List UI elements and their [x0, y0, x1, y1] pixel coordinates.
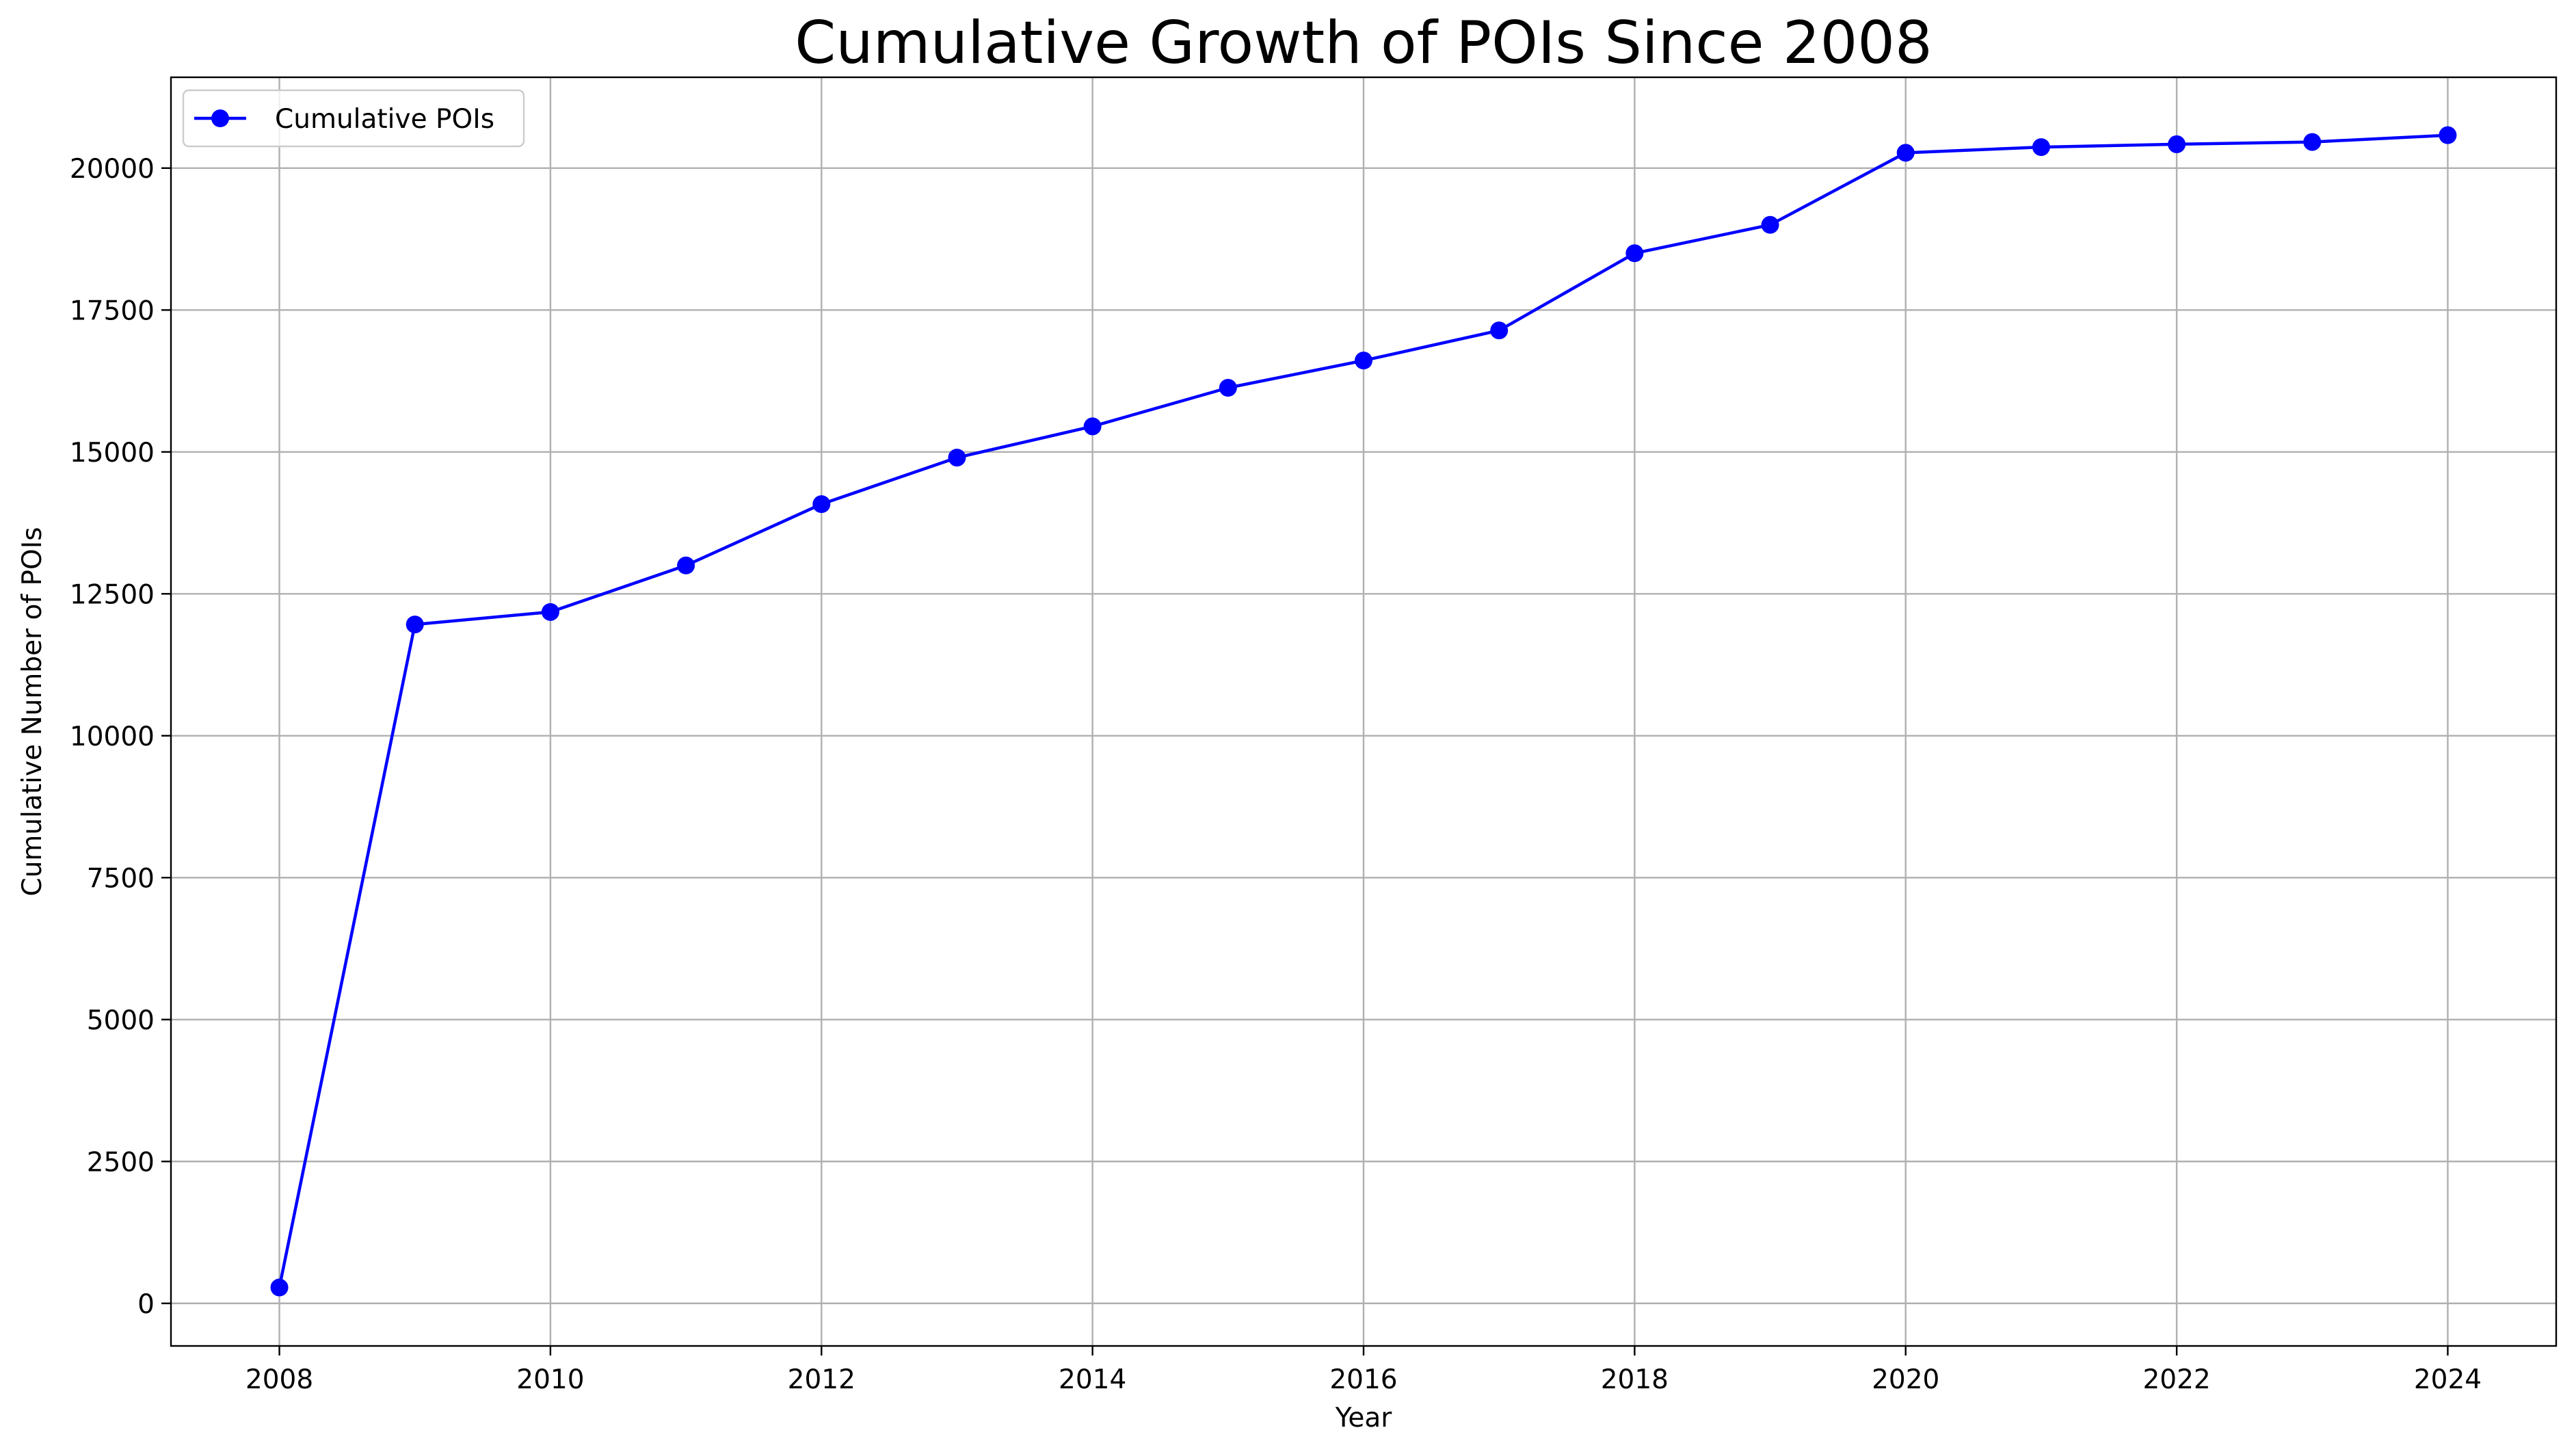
data-point: [1219, 378, 1237, 397]
y-axis-label: Cumulative Number of POIs: [17, 527, 48, 896]
legend-entry-cumulative-pois: Cumulative POIs: [275, 104, 494, 135]
legend-marker-swatch: [211, 109, 229, 127]
x-tick-label: 2024: [2414, 1364, 2482, 1395]
y-tick-label: 2500: [87, 1147, 155, 1178]
data-point: [1355, 352, 1372, 370]
data-point: [2032, 138, 2050, 157]
y-tick-label: 0: [137, 1289, 155, 1320]
x-axis-label: Year: [1335, 1403, 1393, 1433]
chart-title: Cumulative Growth of POIs Since 2008: [795, 9, 1932, 77]
legend: Cumulative POIs: [182, 89, 525, 148]
y-tick-label: 17500: [70, 295, 155, 326]
data-point: [1083, 417, 1102, 436]
grid-lines: [171, 77, 2556, 1346]
x-tick-label: 2014: [1059, 1364, 1126, 1395]
data-point: [270, 1278, 289, 1297]
x-axis-ticks: 2008 2010 2012 2014 2016 2018 2020 2022 2024: [245, 1346, 2482, 1395]
x-tick-label: 2020: [1872, 1364, 1939, 1395]
data-point: [677, 556, 695, 574]
x-tick-label: 2016: [1329, 1364, 1397, 1395]
data-point: [2303, 133, 2322, 151]
y-tick-label: 5000: [87, 1005, 155, 1036]
x-tick-label: 2022: [2142, 1364, 2210, 1395]
data-point: [541, 603, 559, 621]
x-tick-label: 2008: [245, 1364, 313, 1395]
x-tick-label: 2010: [516, 1364, 584, 1395]
y-tick-label: 12500: [70, 579, 155, 610]
y-tick-label: 10000: [70, 722, 155, 752]
data-point: [1896, 144, 1915, 162]
data-point: [1490, 321, 1509, 340]
y-tick-label: 7500: [87, 863, 155, 894]
data-point: [812, 495, 831, 514]
x-tick-label: 2018: [1601, 1364, 1669, 1395]
data-point: [948, 449, 966, 467]
y-axis-ticks: 0 2500 5000 7500 10000 12500 15000 17500 20000: [70, 154, 171, 1320]
data-point: [1625, 244, 1644, 263]
data-point: [2439, 126, 2457, 144]
data-point: [406, 616, 424, 634]
x-tick-label: 2012: [788, 1364, 855, 1395]
data-point: [1761, 215, 1779, 234]
y-tick-label: 15000: [70, 438, 155, 468]
legend-box: [182, 89, 525, 148]
data-point: [2168, 135, 2186, 153]
series-layer: [270, 126, 2457, 1297]
y-tick-label: 20000: [70, 154, 155, 185]
